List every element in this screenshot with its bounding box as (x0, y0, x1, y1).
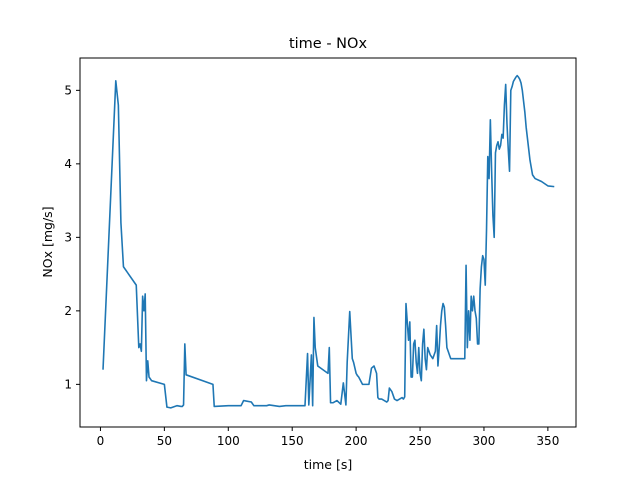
x-tick-label-100: 100 (217, 434, 240, 448)
y-axis-label: NOx [mg/s] (40, 206, 55, 277)
x-tick-label-350: 350 (536, 434, 559, 448)
y-tick-label-1: 1 (64, 377, 72, 391)
y-tick-label-4: 4 (64, 157, 72, 171)
y-tick-label-2: 2 (64, 304, 72, 318)
x-tick-label-150: 150 (281, 434, 304, 448)
plot-area (102, 74, 555, 409)
y-tick-label-3: 3 (64, 230, 72, 244)
x-axis: 0 50 100 150 200 250 300 350 (97, 427, 559, 448)
chart-title: time - NOx (289, 36, 367, 52)
series-line-0 (102, 74, 555, 409)
x-axis-label: time [s] (304, 457, 352, 472)
axes-frame (79, 57, 577, 428)
x-tick-label-300: 300 (473, 434, 496, 448)
x-tick-label-200: 200 (345, 434, 368, 448)
x-tick-label-50: 50 (157, 434, 172, 448)
x-tick-label-250: 250 (409, 434, 432, 448)
y-tick-label-5: 5 (64, 83, 72, 97)
x-tick-label-0: 0 (97, 434, 105, 448)
y-axis: 1 2 3 4 5 (64, 83, 80, 391)
